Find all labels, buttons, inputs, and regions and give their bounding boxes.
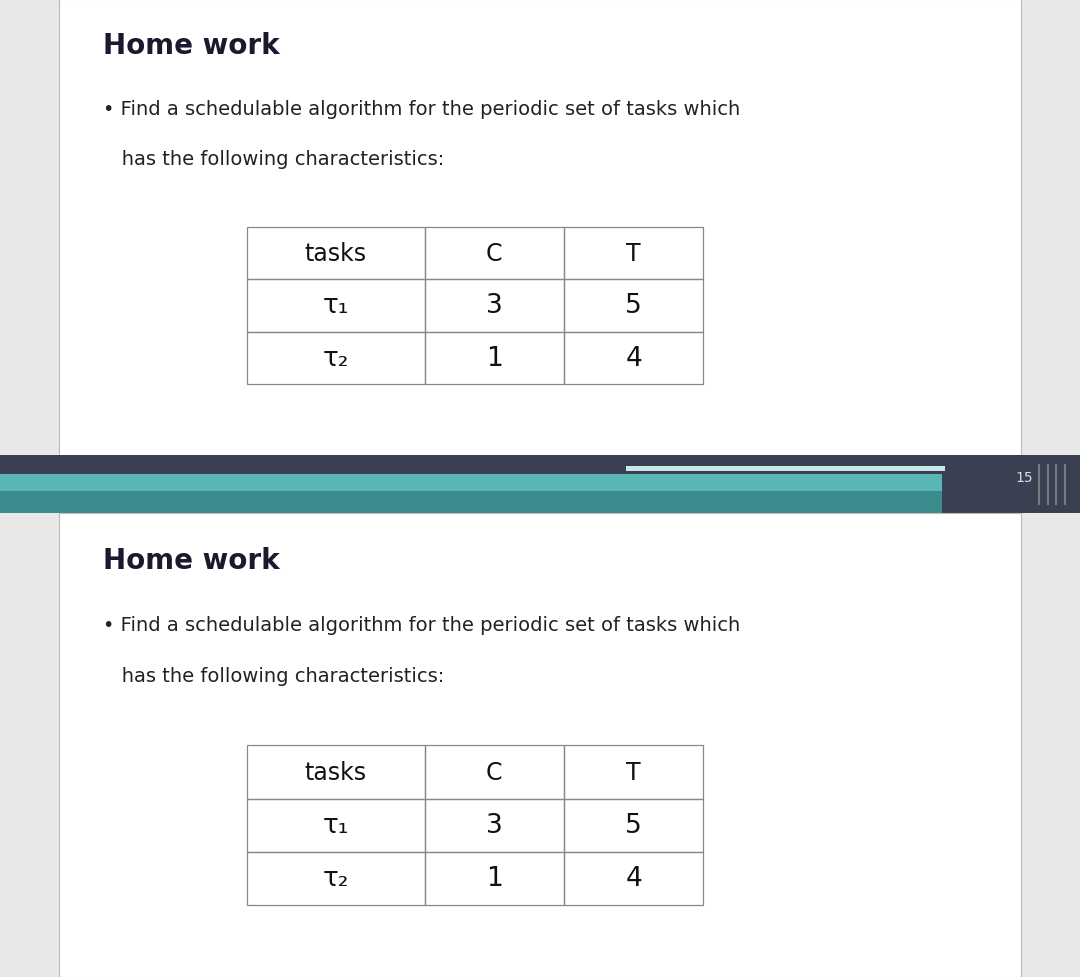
Bar (564, 280, 703, 332)
Text: C: C (486, 242, 502, 266)
Bar (564, 745, 703, 799)
Bar (247, 799, 424, 852)
Text: has the following characteristics:: has the following characteristics: (103, 666, 444, 686)
Text: • Find a schedulable algorithm for the periodic set of tasks which: • Find a schedulable algorithm for the p… (103, 101, 740, 119)
Text: Home work: Home work (103, 32, 280, 60)
Bar (564, 228, 703, 280)
Text: Home work: Home work (103, 546, 280, 574)
Bar (564, 799, 703, 852)
Text: 3: 3 (486, 812, 502, 838)
Text: tasks: tasks (305, 760, 367, 785)
Text: 4: 4 (625, 346, 643, 371)
Text: has the following characteristics:: has the following characteristics: (103, 150, 444, 169)
Text: 5: 5 (625, 812, 643, 838)
Bar (564, 852, 703, 906)
Bar (626, 466, 945, 472)
Text: T: T (626, 242, 642, 266)
Text: τ₂: τ₂ (323, 346, 349, 371)
Text: τ₂: τ₂ (323, 866, 349, 892)
Text: tasks: tasks (305, 242, 367, 266)
Bar (424, 280, 564, 332)
Text: 5: 5 (625, 293, 643, 319)
Bar (247, 332, 424, 385)
Bar (247, 745, 424, 799)
Text: 1: 1 (486, 346, 502, 371)
Bar (424, 332, 564, 385)
Text: 3: 3 (486, 293, 502, 319)
Bar (424, 799, 564, 852)
Bar (424, 228, 564, 280)
Bar (247, 852, 424, 906)
Text: 15: 15 (1015, 471, 1032, 485)
Text: τ₁: τ₁ (323, 812, 349, 838)
Bar (247, 280, 424, 332)
Bar (0, 474, 942, 491)
Text: • Find a schedulable algorithm for the periodic set of tasks which: • Find a schedulable algorithm for the p… (103, 616, 740, 635)
Bar (424, 745, 564, 799)
Text: 1: 1 (486, 866, 502, 892)
Text: C: C (486, 760, 502, 785)
Bar (564, 332, 703, 385)
Bar (247, 228, 424, 280)
Bar (0, 491, 942, 514)
Bar (424, 852, 564, 906)
Text: T: T (626, 760, 642, 785)
Text: 4: 4 (625, 866, 643, 892)
Text: τ₁: τ₁ (323, 293, 349, 319)
